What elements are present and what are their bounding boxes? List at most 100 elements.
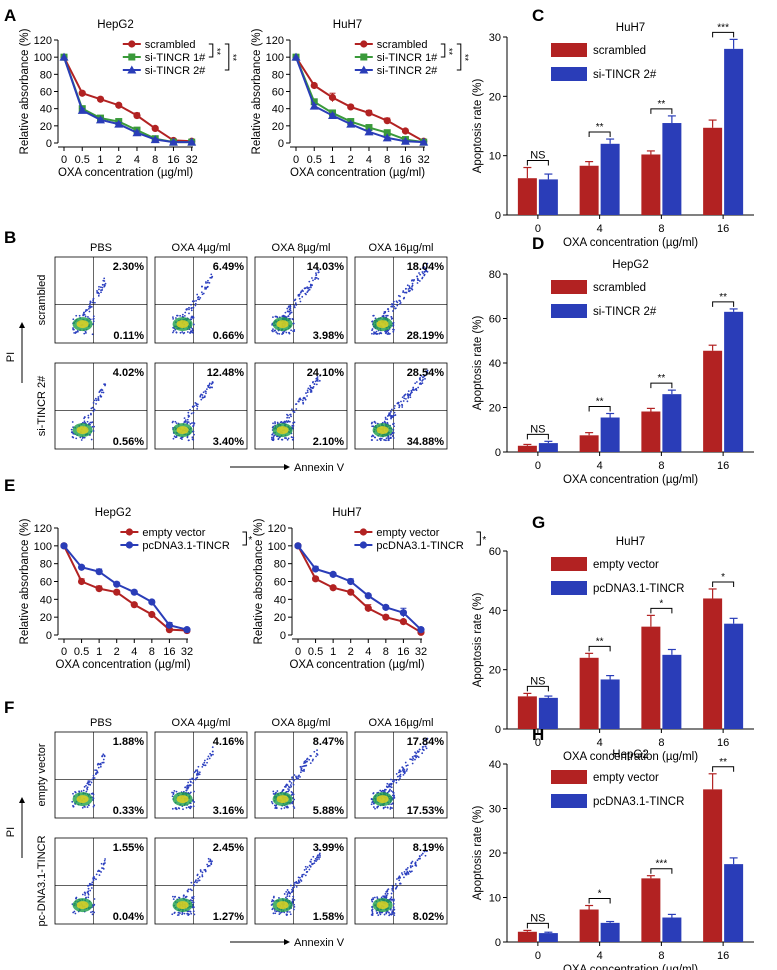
- event-dot: [76, 330, 79, 333]
- event-dot: [193, 433, 195, 436]
- event-dot: [401, 873, 404, 876]
- event-dot: [85, 332, 87, 334]
- event-dot: [383, 439, 385, 441]
- event-dot: [380, 896, 383, 899]
- event-dot: [410, 279, 413, 282]
- y-tick-label: 20: [40, 121, 52, 133]
- event-dot: [396, 885, 398, 888]
- event-dot: [186, 436, 189, 439]
- event-dot: [297, 876, 300, 879]
- event-dot: [404, 291, 406, 294]
- event-dot: [202, 292, 205, 295]
- flow-plot-frame: [154, 837, 248, 925]
- bar-0: [641, 411, 661, 452]
- event-dot: [171, 913, 174, 916]
- event-dot: [174, 436, 177, 439]
- y-tick-label: 60: [274, 577, 286, 589]
- event-dot: [272, 422, 274, 425]
- event-dot: [92, 401, 95, 404]
- event-dot: [293, 882, 296, 884]
- event-dot: [290, 329, 293, 332]
- event-dot: [281, 438, 284, 441]
- event-dot: [374, 807, 376, 810]
- event-dot: [200, 398, 203, 401]
- event-dot: [299, 397, 301, 400]
- event-dot: [318, 849, 321, 851]
- event-dot: [424, 854, 427, 857]
- event-dot: [392, 428, 395, 431]
- event-dot: [86, 420, 89, 423]
- event-dot: [286, 421, 289, 423]
- event-dot: [275, 807, 278, 810]
- event-dot: [379, 789, 382, 792]
- x-tick-label: 8: [658, 950, 664, 962]
- event-dot: [274, 910, 276, 912]
- event-dot: [305, 392, 307, 394]
- series-line-1: [297, 545, 422, 631]
- event-dot: [86, 786, 89, 789]
- flow-column-label: OXA 16µg/ml: [368, 242, 433, 254]
- event-dot: [287, 310, 289, 313]
- x-tick-label: 0: [535, 223, 541, 235]
- event-dot: [84, 315, 87, 318]
- data-point: [113, 588, 121, 596]
- event-dot: [423, 375, 426, 378]
- event-dot: [287, 437, 290, 440]
- event-dot: [197, 772, 199, 775]
- event-dot: [392, 890, 395, 893]
- event-dot: [414, 863, 417, 866]
- bar-1: [600, 417, 620, 452]
- event-dot: [314, 278, 316, 281]
- event-dot: [92, 805, 95, 808]
- event-dot: [191, 897, 194, 900]
- event-dot: [297, 879, 300, 882]
- event-dot: [290, 436, 293, 438]
- event-dot: [384, 416, 387, 419]
- x-tick-label: 4: [365, 646, 371, 658]
- event-dot: [392, 902, 395, 905]
- event-dot: [410, 389, 413, 392]
- significance-bracket: [712, 301, 735, 307]
- event-dot: [73, 910, 76, 913]
- event-dot: [90, 781, 93, 784]
- event-dot: [384, 418, 387, 420]
- event-dot: [87, 887, 90, 890]
- event-dot: [83, 417, 85, 420]
- event-dot: [174, 420, 177, 423]
- event-dot: [392, 423, 394, 426]
- data-point: [399, 618, 408, 626]
- event-dot: [389, 808, 392, 810]
- event-dot: [314, 858, 317, 860]
- event-dot: [210, 276, 213, 279]
- event-dot: [83, 332, 86, 335]
- significance-bracket: [712, 581, 735, 587]
- event-dot: [393, 898, 395, 901]
- event-dot: [295, 777, 298, 780]
- event-dot: [192, 895, 195, 898]
- event-dot: [423, 266, 426, 268]
- event-dot: [319, 854, 321, 857]
- event-dot: [318, 858, 320, 860]
- flow-column-label: OXA 4µg/ml: [172, 242, 231, 254]
- bar-1: [600, 679, 620, 729]
- event-dot: [207, 857, 210, 860]
- event-dot: [193, 881, 196, 884]
- event-dot: [193, 913, 196, 916]
- significance-mark: **: [596, 636, 604, 647]
- event-dot: [291, 776, 294, 779]
- event-dot: [73, 331, 76, 334]
- significance-bracket: [526, 433, 549, 440]
- event-dot: [293, 305, 296, 307]
- event-dot: [373, 802, 375, 805]
- event-dot: [196, 873, 199, 876]
- event-dot: [71, 800, 74, 803]
- quadrant-upper-right-value: 1.55%: [113, 842, 144, 854]
- event-dot: [286, 913, 288, 916]
- event-dot: [377, 914, 380, 917]
- data-point: [60, 542, 68, 550]
- event-dot: [207, 755, 210, 758]
- event-dot: [420, 374, 423, 377]
- event-dot: [409, 866, 412, 869]
- significance-mark: **: [444, 48, 454, 56]
- event-dot: [416, 859, 419, 862]
